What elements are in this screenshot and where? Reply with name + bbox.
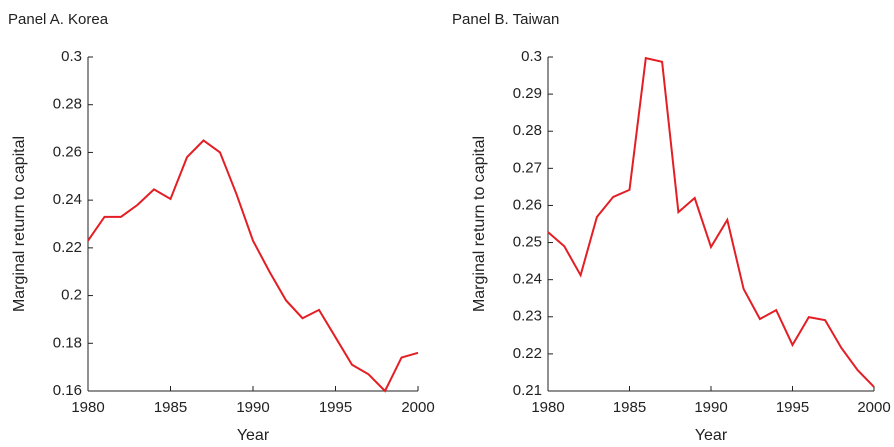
x-axis-label: Year [695,427,728,444]
x-axis-label: Year [237,427,270,444]
x-tick-label: 1995 [776,399,809,416]
y-tick-label: 0.27 [513,159,542,176]
y-axis-label: Marginal return to capital [471,136,488,312]
chart-title: Panel A. Korea [8,11,109,28]
y-tick-label: 0.3 [521,48,542,65]
y-tick-label: 0.26 [53,143,82,160]
x-tick-label: 2000 [857,399,890,416]
x-tick-label: 1980 [71,399,104,416]
y-tick-label: 0.16 [53,382,82,399]
x-tick-label: 1990 [236,399,269,416]
x-tick-label: 1980 [531,399,564,416]
y-tick-label: 0.24 [53,191,82,208]
y-tick-label: 0.28 [53,96,82,113]
y-tick-label: 0.25 [513,234,542,251]
y-tick-label: 0.22 [53,239,82,256]
x-tick-label: 2000 [401,399,434,416]
y-tick-label: 0.26 [513,196,542,213]
y-tick-label: 0.22 [513,345,542,362]
y-tick-label: 0.23 [513,308,542,325]
y-axis-label: Marginal return to capital [11,136,28,312]
y-tick-label: 0.21 [513,382,542,399]
x-tick-label: 1985 [154,399,187,416]
x-tick-label: 1985 [613,399,646,416]
y-tick-label: 0.24 [513,271,542,288]
y-tick-label: 0.28 [513,122,542,139]
line-series [547,56,875,388]
y-tick-label: 0.18 [53,334,82,351]
x-tick-label: 1995 [319,399,352,416]
chart-title: Panel B. Taiwan [452,11,559,28]
y-tick-label: 0.2 [61,287,82,304]
x-tick-label: 1990 [694,399,727,416]
y-tick-label: 0.3 [61,48,82,65]
line-series [87,139,419,393]
y-tick-label: 0.29 [513,85,542,102]
